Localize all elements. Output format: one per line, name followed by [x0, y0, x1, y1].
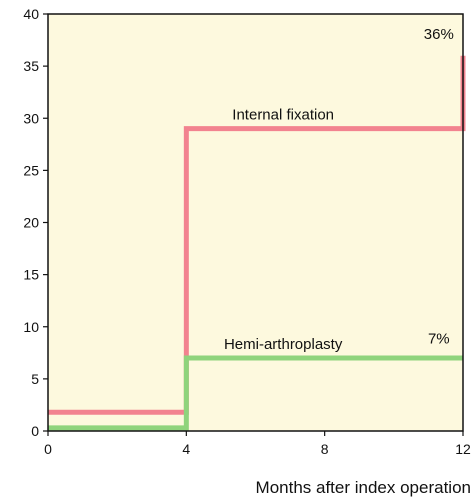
x-axis: 0 4 8 12: [44, 431, 471, 457]
y-tick-label: 30: [23, 110, 39, 126]
annotation-label: 7%: [428, 330, 450, 347]
y-tick-label: 5: [31, 371, 39, 387]
annotation-label: 36%: [424, 26, 454, 43]
y-tick-label: 0: [31, 423, 39, 439]
y-tick-label: 20: [23, 215, 39, 231]
series-label: Internal fixation: [232, 107, 334, 124]
x-tick-label: 4: [182, 441, 190, 457]
y-tick-label: 10: [23, 319, 39, 335]
x-tick-label: 0: [44, 441, 52, 457]
x-tick-label: 8: [321, 441, 329, 457]
series-label: Hemi-arthroplasty: [224, 336, 343, 353]
y-tick-label: 35: [23, 58, 39, 74]
y-tick-label: 40: [23, 6, 39, 22]
y-axis: 0 5 10 15 20 25 30 35 40: [23, 6, 48, 439]
x-axis-label: Months after index operation: [256, 478, 471, 497]
y-tick-label: 25: [23, 162, 39, 178]
plot-frame: [47, 13, 464, 432]
annotation-layer: 36% 7%: [424, 26, 454, 347]
series-line-hemi-arthroplasty: [48, 355, 463, 431]
y-tick-label: 15: [23, 267, 39, 283]
plot-area: [48, 14, 463, 431]
x-tick-label: 12: [455, 441, 471, 457]
